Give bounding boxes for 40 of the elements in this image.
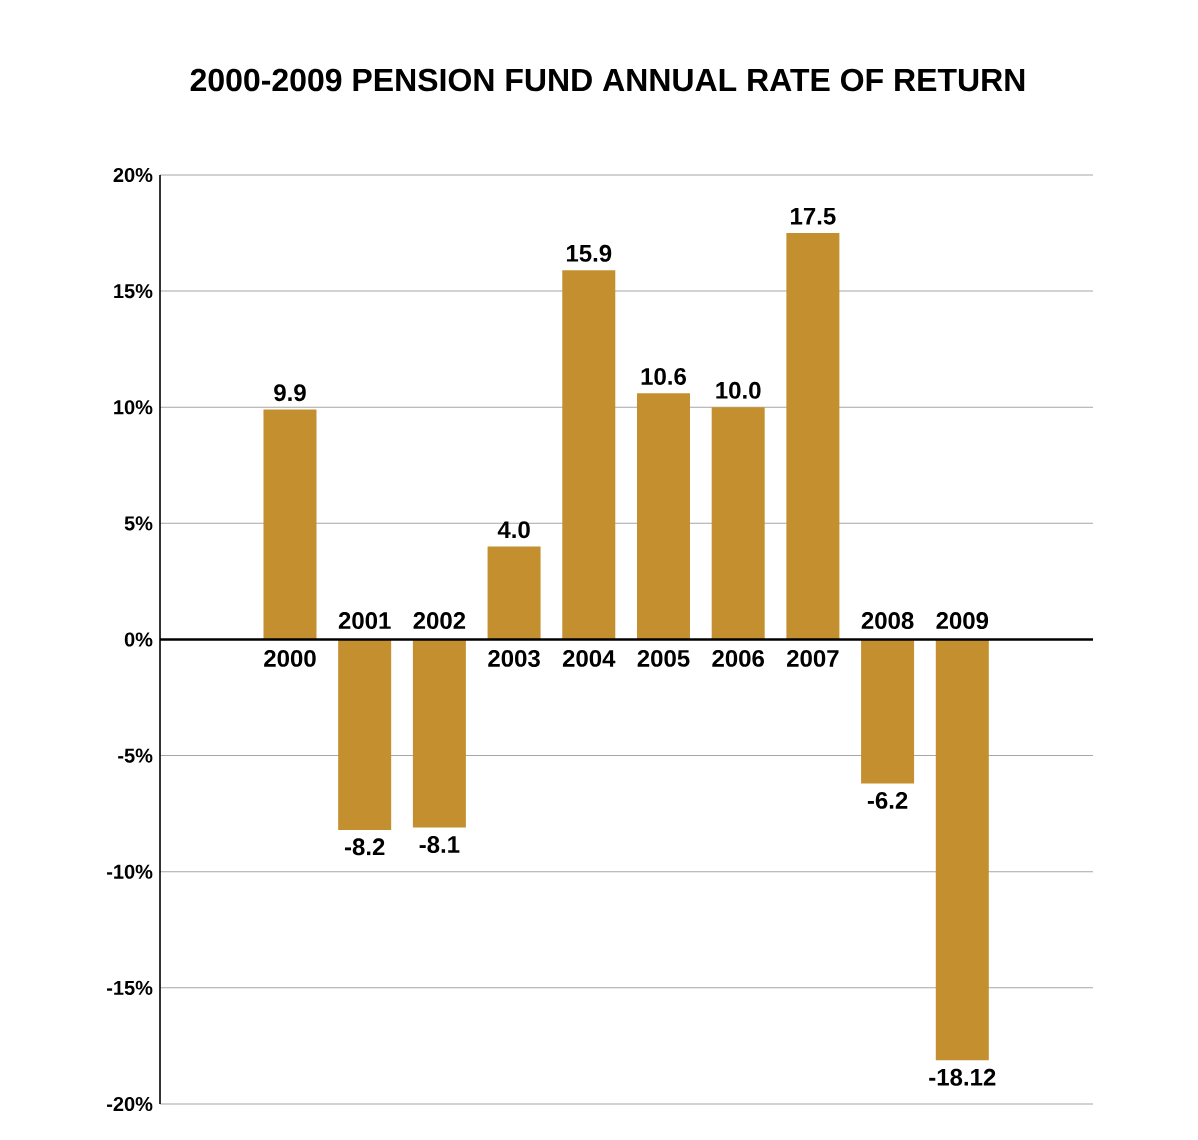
data-label: 10.6 [641,367,686,385]
x-tick-label: 2006 [712,649,765,667]
data-label: -18.12 [929,1068,996,1086]
data-label: -8.2 [344,838,385,856]
y-tick-label: 5% [124,516,153,531]
x-tick-label: 2005 [637,649,690,667]
x-tick-label: 2004 [562,649,616,667]
bar [412,639,466,828]
bar [487,546,541,640]
data-label: 17.5 [791,207,836,225]
y-tick-label: -10% [107,864,153,879]
x-tick-label: 2009 [936,612,989,630]
y-tick-label: 0% [124,632,153,647]
y-tick-label: 15% [114,284,153,299]
y-tick-label: 10% [114,400,153,415]
data-label: 9.9 [274,384,306,402]
data-label: 4.0 [497,521,530,539]
bar [263,409,317,640]
data-label: 10.0 [716,381,761,399]
data-label: -8.1 [419,836,460,853]
data-label: -6.2 [867,791,908,809]
x-tick-label: 2000 [264,649,316,667]
bar [935,639,989,1061]
y-tick-label: 20% [113,167,153,183]
x-tick-label: 2002 [413,612,466,630]
chart-title: 2000-2009 PENSION FUND ANNUAL RATE OF RETURN [190,68,1025,92]
y-tick-label: -20% [107,1096,153,1112]
x-tick-label: 2007 [787,649,839,667]
x-tick-label: 2008 [861,612,914,630]
bar [562,270,616,640]
y-tick-label: -5% [118,748,153,763]
x-tick-label: 2003 [488,649,540,667]
x-tick-label: 2001 [338,612,391,630]
data-label: 15.9 [566,244,612,262]
bar [711,407,765,640]
bar [861,639,915,784]
bar [636,393,690,640]
bar [786,233,840,640]
y-tick-label: -15% [107,980,153,995]
bar [338,639,392,830]
